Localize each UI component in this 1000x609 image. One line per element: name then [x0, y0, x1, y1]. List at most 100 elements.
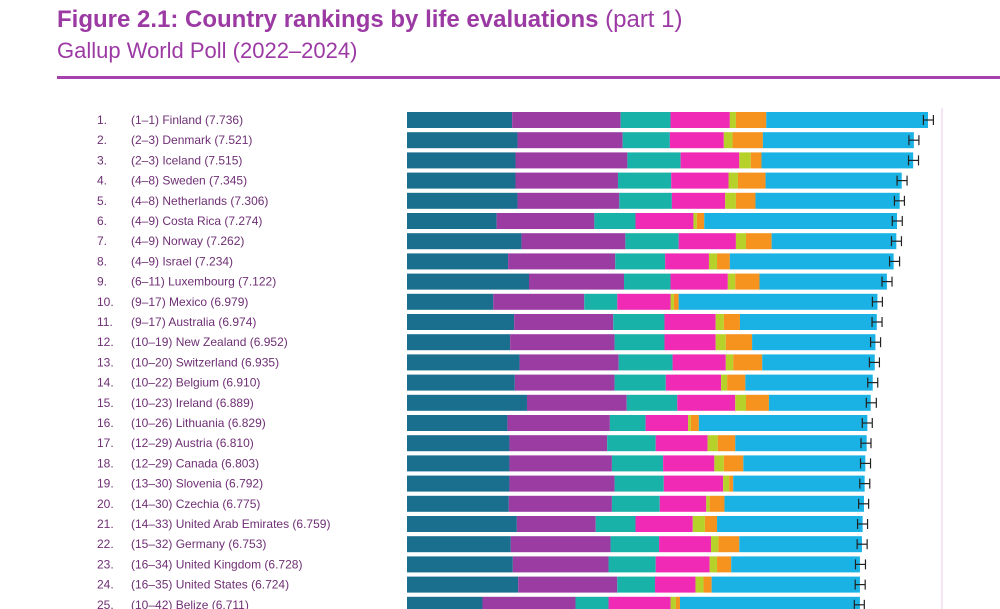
bar-segment — [407, 596, 483, 609]
rank-label: 3. — [97, 153, 107, 167]
bar-segment — [735, 394, 747, 411]
rank-label: 19. — [97, 477, 114, 491]
rank-label: 4. — [97, 174, 107, 188]
bar-segment — [723, 455, 744, 472]
country-label: (4–9) Norway (7.262) — [131, 234, 244, 248]
bar-segment — [695, 576, 704, 593]
bar-segment — [515, 152, 628, 169]
chart-row: 8. (4–9) Israel (7.234) — [97, 253, 901, 270]
bar-segment — [762, 132, 914, 149]
bar-segment — [698, 415, 868, 431]
bar-segment — [663, 455, 715, 472]
bar-segment — [721, 374, 728, 391]
bar-segment — [717, 253, 730, 270]
bar-segment — [526, 394, 627, 411]
bar-segment — [575, 596, 609, 609]
bar-segment — [762, 354, 875, 371]
chart-title-main: Figure 2.1: Country rankings by life eva… — [57, 6, 599, 33]
bar-segment — [706, 495, 710, 512]
country-label: (12–29) Austria (6.810) — [131, 436, 254, 450]
bar-segment — [509, 455, 612, 472]
bar-segment — [729, 253, 894, 270]
bar-segment — [635, 213, 694, 229]
country-label: (12–29) Canada (6.803) — [131, 456, 259, 470]
chart-title: Figure 2.1: Country rankings by life eva… — [57, 6, 682, 34]
bar-segment — [611, 495, 660, 512]
chart-row: 24. (16–35) United States (6.724) — [97, 576, 866, 593]
bar-segment — [594, 213, 636, 229]
rank-label: 8. — [97, 254, 107, 268]
bar-segment — [510, 334, 615, 351]
bar-segment — [690, 415, 699, 431]
bar-segment — [735, 435, 867, 452]
rank-label: 17. — [97, 436, 114, 450]
bar-segment — [725, 354, 734, 371]
bar-segment — [407, 334, 511, 351]
bar-segment — [665, 253, 709, 270]
country-label: (10–26) Lithuania (6.829) — [131, 416, 266, 430]
chart-row: 11. (9–17) Australia (6.974) — [97, 314, 883, 330]
bar-segment — [627, 152, 681, 169]
bar-segment — [735, 112, 767, 128]
bar-segment — [732, 132, 763, 149]
chart-subtitle: Gallup World Poll (2022–2024) — [57, 38, 358, 63]
rank-label: 20. — [97, 497, 114, 511]
bar-segment — [704, 213, 897, 229]
bar-segment — [407, 112, 513, 128]
rank-label: 9. — [97, 275, 107, 289]
bar-segment — [670, 596, 676, 609]
bar-segment — [717, 516, 863, 532]
bar-segment — [517, 132, 623, 149]
bar-segment — [514, 374, 615, 391]
bar-segment — [724, 495, 864, 512]
chart-row: 7. (4–9) Norway (7.262) — [97, 233, 903, 250]
bar-segment — [407, 354, 520, 371]
country-label: (10–23) Ireland (6.889) — [131, 396, 254, 410]
bar-segment — [750, 152, 762, 169]
bar-segment — [669, 132, 724, 149]
bar-segment — [703, 576, 712, 593]
chart-title-part: (part 1) — [605, 6, 683, 33]
bar-segment — [704, 516, 718, 532]
bar-segment — [624, 273, 671, 290]
rank-label: 11. — [97, 315, 113, 329]
country-label: (13–30) Slovenia (6.792) — [131, 477, 263, 491]
chart-row: 13. (10–20) Switzerland (6.935) — [97, 354, 881, 371]
bar-segment — [496, 213, 595, 229]
chart-row: 5. (4–8) Netherlands (7.306) — [97, 192, 906, 209]
rank-label: 18. — [97, 456, 114, 470]
chart-row: 19. (13–30) Slovenia (6.792) — [97, 475, 871, 492]
bar-segment — [407, 495, 509, 512]
chart-row: 25. (10–42) Belize (6.711) — [97, 596, 865, 609]
bar-segment — [727, 374, 746, 391]
bar-segment — [617, 172, 672, 189]
country-label: (16–34) United Kingdom (6.728) — [131, 557, 302, 571]
bar-segment — [613, 314, 665, 330]
bar-segment — [614, 334, 665, 351]
rank-label: 23. — [97, 557, 114, 571]
chart-row: 3. (2–3) Iceland (7.515) — [97, 152, 920, 169]
bar-segment — [766, 112, 929, 128]
bar-segment — [679, 596, 860, 609]
bar-segment — [659, 495, 707, 512]
bar-segment — [407, 455, 510, 472]
chart-row: 9. (6–11) Luxembourg (7.122) — [97, 273, 893, 290]
bar-segment — [610, 536, 660, 553]
bar-segment — [671, 192, 726, 209]
bar-segment — [746, 394, 769, 411]
country-label: (1–1) Finland (7.736) — [131, 113, 243, 127]
bar-segment — [735, 273, 760, 290]
bar-segment — [595, 516, 636, 532]
bar-segment — [692, 516, 705, 532]
bar-segment — [407, 394, 527, 411]
country-label: (2–3) Denmark (7.521) — [131, 133, 252, 147]
chart-row: 14. (10–22) Belgium (6.910) — [97, 374, 879, 391]
country-label: (9–17) Australia (6.974) — [131, 315, 256, 329]
bar-segment — [672, 354, 726, 371]
bar-segment — [725, 192, 736, 209]
bar-segment — [737, 172, 766, 189]
bar-segment — [688, 415, 691, 431]
rank-label: 12. — [97, 335, 114, 349]
bar-segment — [528, 273, 625, 290]
